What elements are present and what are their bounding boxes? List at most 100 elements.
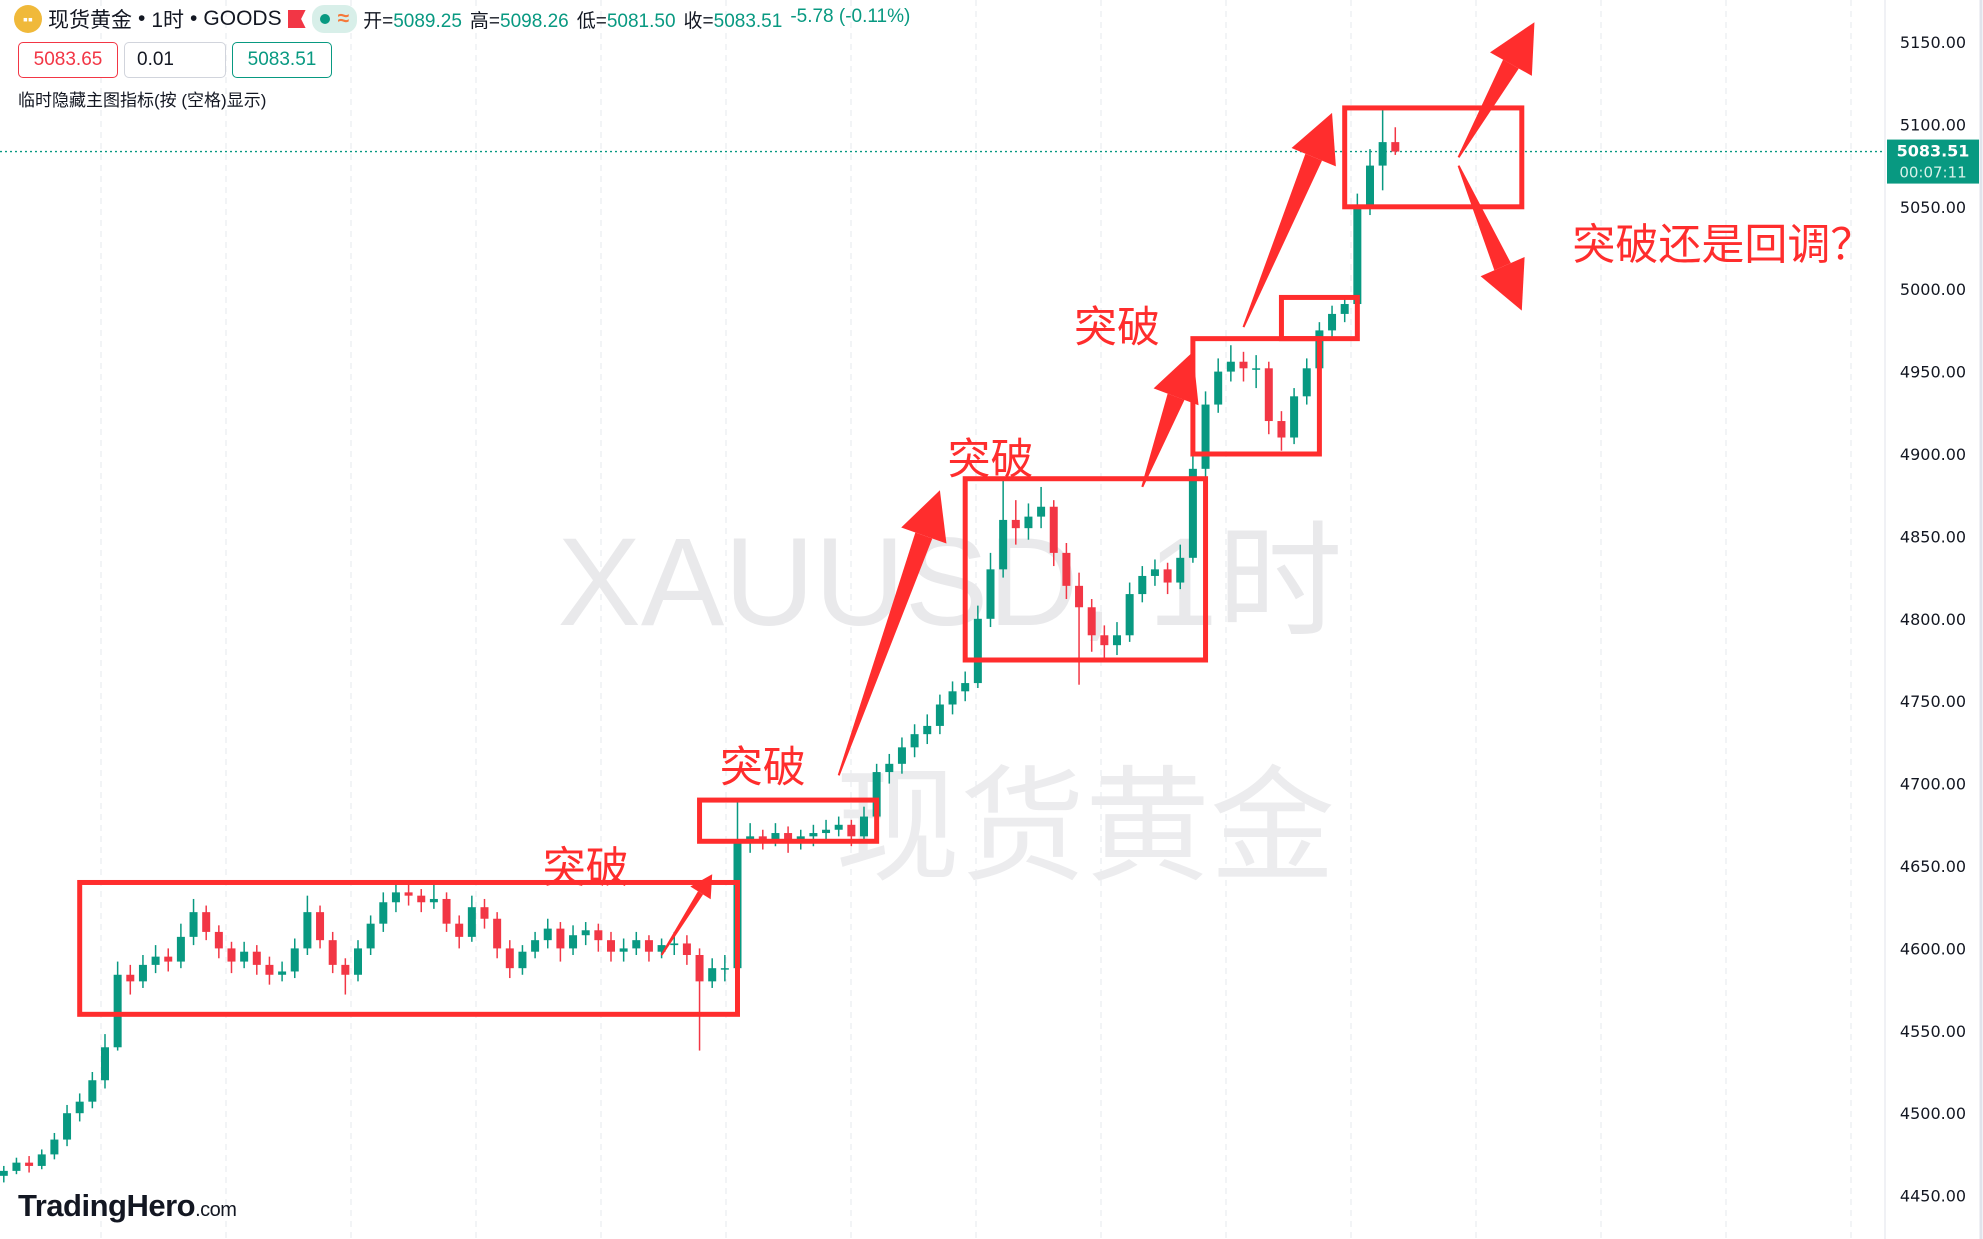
range-box [77,879,740,1017]
market-status-pill[interactable]: ≈ [311,5,358,33]
candle-body [834,824,843,830]
y-tick-label: 4600.00 [1900,939,1966,958]
candle-body [1112,635,1121,646]
candle-body [113,974,122,1048]
candle-body [480,907,489,919]
interval[interactable]: 1时 [151,9,185,32]
candle-body [606,940,615,952]
arrow-shaft [1457,59,1519,158]
arrow-head [690,874,713,900]
candle-body [1252,368,1261,370]
wave-icon: ≈ [337,7,350,30]
watermark-symbol: XAUUSD, 1时 [558,513,1343,652]
candle-body [404,892,413,896]
candle-body [63,1113,72,1140]
candle-body [910,734,919,748]
candle-body [176,936,185,962]
symbol-header: ▪▪ 现货黄金 • 1时 • GOODS ≈ 开=5089.25 高=5098.… [14,4,910,34]
y-tick-label: 4550.00 [1900,1022,1966,1041]
quantity-input[interactable]: 0.01 [124,42,226,78]
arrow-head [901,490,947,544]
candle-body [784,833,793,843]
candle-body [278,971,287,975]
candle-body [290,948,299,972]
y-tick-label: 4950.00 [1900,363,1966,382]
flag-icon[interactable] [287,10,306,28]
candle-body [1201,404,1210,469]
candle-body [771,833,780,842]
candle-body [240,951,249,962]
candle-body [720,968,729,970]
y-tick-label: 4750.00 [1900,692,1966,711]
candle-body [594,930,603,941]
watermark-name: 现货黄金 [835,755,1335,900]
candle-body [88,1080,97,1102]
arrow-shaft [1457,165,1511,271]
candle-body [303,912,312,949]
gold-bars-icon: ▪▪ [14,5,42,33]
candle-body [75,1101,84,1114]
close-value: 5083.51 [713,10,783,32]
last-price-badge: 5083.51 00:07:11 [1887,139,1979,184]
indicator-hint: 临时隐藏主图指标(按 (空格)显示) [18,91,267,110]
candle-body [1011,519,1020,529]
candle-body [1150,569,1159,576]
candle-body [897,747,906,764]
candle-body [518,951,527,969]
arrow-shaft [1242,153,1323,328]
candle-body [581,930,590,936]
candle-body [1239,361,1248,369]
low-label: 低= [576,10,607,32]
arrow-head [1490,22,1535,76]
candle-body [12,1162,21,1171]
candle-body [1328,313,1337,331]
candle-body [1037,506,1046,517]
candle-body [1378,142,1387,166]
candle-body [986,569,995,619]
candle-body [50,1139,59,1155]
candle-body [316,912,325,941]
candle-body [809,833,818,837]
candle-body [935,704,944,726]
candle-body [1188,468,1197,558]
candle-body [973,618,982,684]
candle-body [493,918,502,949]
sell-button[interactable]: 5083.65 [18,42,118,78]
range-box [1278,294,1360,342]
buy-button[interactable]: 5083.51 [232,42,332,78]
candle-body [1365,165,1374,207]
candle-body [164,956,173,962]
y-tick-label: 4850.00 [1900,527,1966,546]
bar-countdown: 00:07:11 [1899,164,1966,182]
candle-body [138,964,147,982]
arrow-shaft [660,891,704,956]
candle-body [1302,368,1311,397]
candle-body [429,898,438,903]
range-box [1342,105,1525,210]
separator: • [138,7,146,30]
candle-body [543,928,552,941]
candle-body [872,772,881,817]
symbol-name[interactable]: 现货黄金 [48,9,132,32]
y-tick-label: 4800.00 [1900,610,1966,629]
candle-body [961,683,970,692]
candle-body [923,725,932,735]
candle-body [379,902,388,924]
candle-body [948,691,957,705]
candle-body [1049,506,1058,553]
candle-body [455,923,464,937]
candle-body [644,940,653,952]
price-axis[interactable] [1885,0,1983,1239]
candle-body [1340,304,1349,314]
candle-body [353,948,362,975]
y-tick-label: 5150.00 [1900,33,1966,52]
annotation-label: 突破 [720,743,806,793]
candle-body [657,945,666,952]
candle-body [1100,635,1109,646]
market-open-dot-icon [319,14,330,24]
candle-body [847,824,856,837]
arrow-head [1153,351,1199,406]
watermark: XAUUSD, 1时 现货黄金 [558,513,1343,900]
annotation-label: 突破 [947,435,1033,485]
